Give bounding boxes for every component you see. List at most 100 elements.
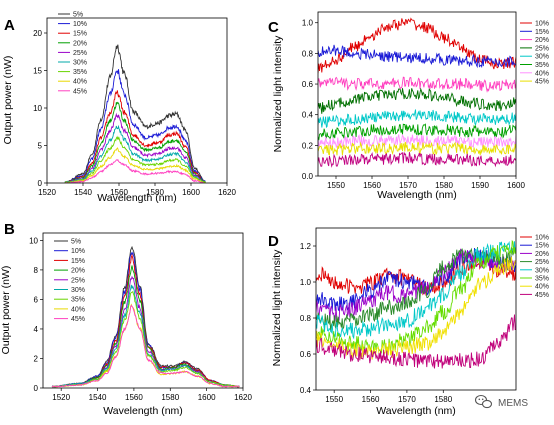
- legend-entry: 10%: [71, 248, 85, 255]
- series-line-30pct: [318, 109, 516, 129]
- plot-frame: [46, 17, 228, 184]
- x-tick-label: 1590: [471, 181, 489, 190]
- y-tick-label: 8: [34, 266, 39, 275]
- y-axis-label: Normalized light intensity: [271, 249, 283, 366]
- series-group: [51, 245, 240, 388]
- legend-entry: 5%: [73, 12, 83, 19]
- series-group: [318, 17, 516, 168]
- watermark: MEMS: [474, 394, 528, 409]
- x-axis-label: Wavelength (nm): [97, 192, 177, 204]
- legend-entry: 40%: [71, 306, 85, 313]
- legend-entry: 45%: [71, 316, 85, 323]
- series-line-5pct: [64, 44, 206, 183]
- legend-entry: 20%: [535, 251, 549, 258]
- series-group: [316, 239, 516, 369]
- series-group: [64, 44, 206, 183]
- series-line-25pct: [316, 247, 516, 331]
- x-axis-label: Wavelength (nm): [377, 189, 457, 201]
- legend-entry: 25%: [71, 277, 85, 284]
- legend-entry: 30%: [71, 287, 85, 294]
- legend-entry: 30%: [535, 54, 549, 61]
- y-tick-label: 0.8: [302, 49, 314, 58]
- y-tick-label: 10: [29, 236, 38, 245]
- series-line-20pct: [64, 101, 206, 183]
- x-tick-label: 1580: [146, 188, 164, 197]
- y-axis-label: Output power (nW): [2, 56, 14, 145]
- series-line-25pct: [64, 112, 206, 183]
- legend-entry: 15%: [535, 29, 549, 36]
- x-tick-label: 1520: [38, 188, 56, 197]
- y-tick-label: 1.0: [300, 278, 312, 287]
- legend: 10%15%20%25%30%35%40%45%: [520, 21, 549, 86]
- legend-entry: 10%: [73, 21, 87, 28]
- legend-entry: 10%: [535, 235, 549, 242]
- x-tick-label: 1560: [125, 393, 143, 402]
- x-tick-label: 1580: [161, 393, 179, 402]
- legend-entry: 10%: [535, 21, 549, 28]
- watermark-text: MEMS: [498, 398, 528, 409]
- legend: 5% 10% 15% 20% 25% 30% 35% 40% 45%: [58, 12, 87, 95]
- x-tick-label: 1600: [182, 188, 200, 197]
- legend-entry: 35%: [71, 297, 85, 304]
- x-tick-label: 1570: [398, 395, 416, 404]
- panel-b: B 1520 1540 1560 1580 1600 1620 0 2 4 6 8 10 Waveleng…: [0, 221, 252, 417]
- x-tick-label: 1580: [434, 395, 452, 404]
- x-tick-label: 1560: [362, 395, 380, 404]
- y-tick-label: 0.0: [302, 172, 314, 181]
- series-line-35pct: [318, 123, 516, 141]
- series-line-45pct: [51, 304, 240, 388]
- x-tick-label: 1580: [435, 181, 453, 190]
- legend-entry: 35%: [535, 62, 549, 69]
- plot-frame: [42, 232, 244, 389]
- y-tick-label: 4: [34, 325, 39, 334]
- series-line-45pct: [64, 158, 206, 183]
- series-line-20pct: [318, 76, 516, 93]
- panel-label: C: [268, 19, 279, 36]
- y-tick-label: 2: [34, 354, 39, 363]
- series-line-25pct: [318, 87, 516, 114]
- y-tick-label: 0.4: [300, 386, 312, 395]
- legend-entry: 45%: [73, 88, 87, 95]
- x-tick-label: 1620: [234, 393, 252, 402]
- y-tick-label: 0.2: [302, 141, 314, 150]
- series-line-15pct: [318, 44, 516, 69]
- y-tick-label: 15: [33, 67, 42, 76]
- legend-entry: 35%: [73, 69, 87, 76]
- x-tick-label: 1600: [507, 181, 525, 190]
- y-tick-label: 1.0: [302, 19, 314, 28]
- plot-frame: [315, 227, 517, 391]
- series-line-20pct: [316, 248, 516, 324]
- legend: 10%15%20%25%30%35%40%45%: [520, 235, 549, 299]
- y-tick-label: 0.4: [302, 111, 314, 120]
- series-line-10pct: [64, 69, 206, 183]
- legend-entry: 15%: [535, 243, 549, 250]
- x-tick-label: 1560: [110, 188, 128, 197]
- panel-label: B: [4, 221, 15, 238]
- legend-entry: 20%: [73, 40, 87, 47]
- x-tick-label: 1570: [399, 181, 417, 190]
- x-tick-label: 1600: [198, 393, 216, 402]
- panel-label: D: [268, 233, 279, 250]
- series-line-10pct: [318, 17, 516, 74]
- legend-entry: 5%: [71, 239, 81, 246]
- y-tick-label: 0: [38, 179, 43, 188]
- legend-entry: 45%: [535, 79, 549, 86]
- legend-entry: 40%: [535, 284, 549, 291]
- legend-entry: 15%: [71, 258, 85, 265]
- legend-entry: 20%: [535, 37, 549, 44]
- y-tick-label: 1.2: [300, 242, 312, 251]
- series-line-40pct: [316, 256, 516, 360]
- y-tick-label: 20: [33, 29, 42, 38]
- legend-entry: 25%: [73, 50, 87, 57]
- series-line-35pct: [316, 239, 516, 354]
- legend-entry: 20%: [71, 268, 85, 275]
- series-line-35pct: [64, 135, 206, 183]
- series-line-unlabeled: [318, 151, 516, 168]
- y-tick-label: 0.6: [302, 80, 314, 89]
- x-tick-label: 1540: [74, 188, 92, 197]
- legend-entry: 30%: [535, 267, 549, 274]
- series-line-40pct: [64, 147, 206, 183]
- legend-entry: 45%: [535, 292, 549, 299]
